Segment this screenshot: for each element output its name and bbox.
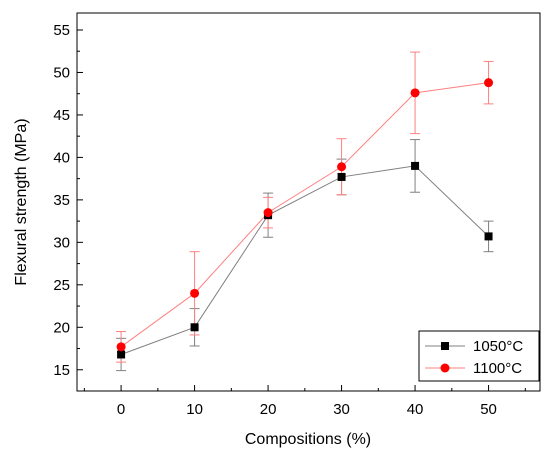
y-tick-label: 25 <box>53 277 70 294</box>
x-tick-label: 50 <box>480 401 497 418</box>
data-point-circle <box>337 162 347 172</box>
data-point-circle <box>116 342 126 352</box>
y-tick-label: 30 <box>53 234 70 251</box>
legend-label-1050: 1050°C <box>473 338 523 355</box>
data-point-square <box>117 350 126 359</box>
x-tick-label: 30 <box>333 401 350 418</box>
y-tick-label: 15 <box>53 362 70 379</box>
data-point-circle <box>484 78 494 88</box>
x-axis-label: Compositions (%) <box>245 431 371 448</box>
series-line-1 <box>120 82 489 348</box>
y-axis-ticks: 15 20 25 30 35 40 45 50 55 <box>53 22 83 379</box>
data-point-circle <box>190 288 200 298</box>
data-point-circle <box>263 208 273 218</box>
series-layer <box>116 51 494 372</box>
y-tick-label: 50 <box>53 64 70 81</box>
x-tick-label: 40 <box>407 401 424 418</box>
x-axis-ticks: 0 10 20 30 40 50 <box>83 385 526 418</box>
x-tick-label: 20 <box>260 401 277 418</box>
y-tick-label: 20 <box>53 319 70 336</box>
y-axis-label: Flexural strength (MPa) <box>13 118 30 285</box>
y-tick-label: 40 <box>53 149 70 166</box>
data-point-square <box>411 161 420 170</box>
x-tick-label: 10 <box>186 401 203 418</box>
data-point-circle <box>410 88 420 98</box>
data-point-square <box>337 172 346 181</box>
y-tick-label: 55 <box>53 22 70 39</box>
y-tick-label: 35 <box>53 192 70 209</box>
legend-box <box>418 330 540 382</box>
x-tick-label: 0 <box>117 401 125 418</box>
legend: 1050°C 1100°C <box>418 330 540 382</box>
legend-marker-1100 <box>440 363 450 373</box>
y-tick-label: 45 <box>53 107 70 124</box>
series-line-0 <box>120 165 489 355</box>
plot-frame <box>76 12 541 392</box>
data-point-square <box>190 323 199 332</box>
data-point-square <box>484 232 493 241</box>
legend-label-1100: 1100°C <box>473 360 522 377</box>
legend-marker-1050 <box>441 342 449 350</box>
